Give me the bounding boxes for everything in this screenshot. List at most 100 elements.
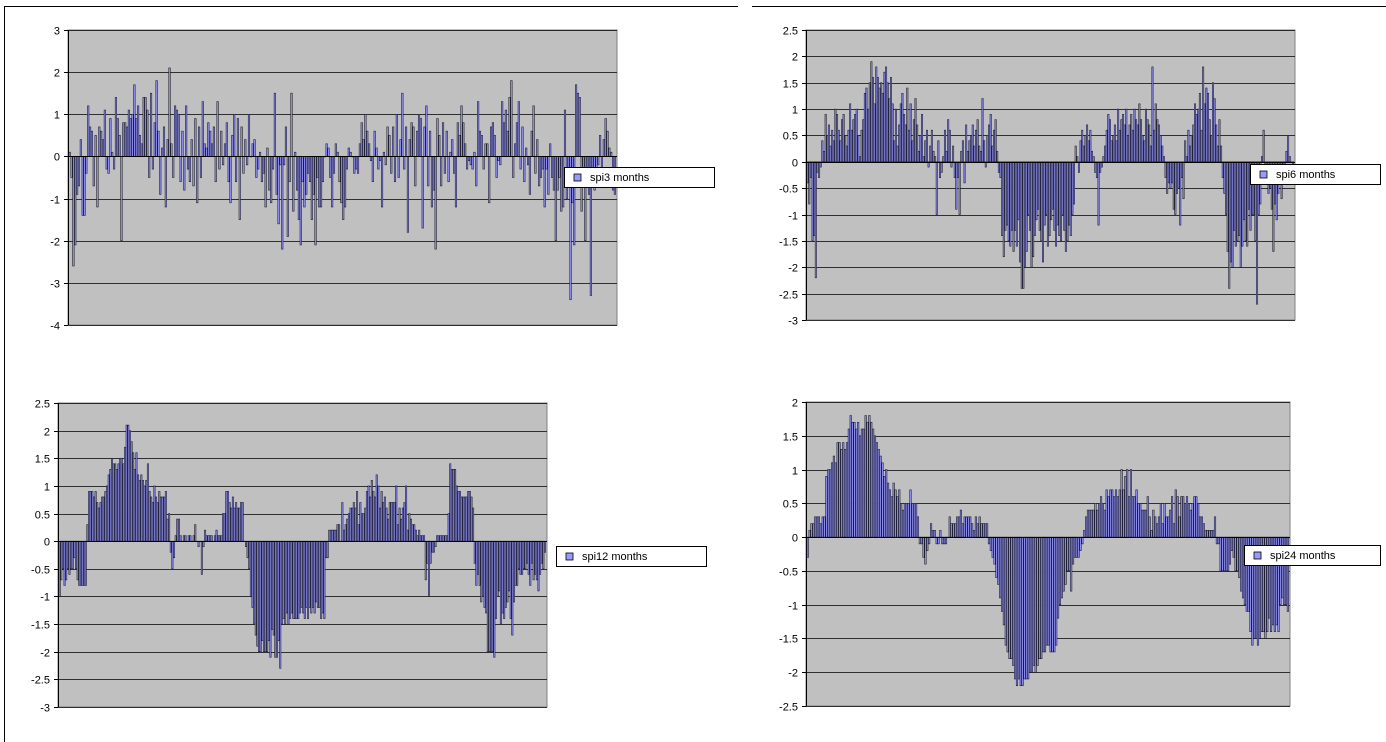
bar — [406, 156, 409, 233]
bar — [398, 507, 401, 542]
bar — [610, 151, 613, 157]
bar — [898, 489, 901, 538]
bar — [1244, 161, 1247, 242]
bar — [1257, 161, 1260, 215]
bar — [1113, 124, 1116, 163]
bar — [906, 87, 909, 163]
y-tick-label: 0.5 — [783, 131, 798, 143]
bar — [393, 156, 397, 183]
bar — [1128, 124, 1131, 163]
bar — [1029, 536, 1032, 673]
bar — [844, 448, 847, 538]
bar — [1136, 124, 1139, 163]
y-tick-label: -2 — [40, 648, 50, 660]
bar — [1238, 536, 1241, 578]
bar — [1238, 161, 1241, 236]
bar — [816, 516, 819, 538]
bar — [1149, 145, 1152, 163]
y-tick-label: 0.5 — [783, 499, 798, 511]
bar — [266, 540, 269, 653]
y-tick-label: -1.5 — [31, 620, 50, 632]
bar — [959, 509, 962, 538]
bar — [1086, 124, 1089, 163]
bar — [1000, 536, 1004, 612]
bar — [1226, 161, 1229, 252]
bar — [979, 150, 982, 163]
bar — [873, 103, 876, 163]
bar — [821, 516, 824, 538]
bar — [150, 496, 153, 542]
bar — [1010, 161, 1013, 231]
bar — [968, 140, 971, 163]
bar — [989, 536, 992, 551]
bar — [965, 124, 968, 163]
bar — [1249, 161, 1252, 231]
bar — [1194, 103, 1196, 163]
bar — [168, 513, 171, 542]
bar — [131, 113, 134, 157]
bar — [1104, 145, 1107, 163]
bar — [259, 540, 262, 653]
bar — [501, 540, 504, 614]
bar — [1184, 503, 1187, 538]
bar — [432, 540, 435, 553]
y-tick-label: 2 — [792, 52, 798, 64]
bar — [950, 161, 953, 168]
bar — [1135, 119, 1138, 163]
bar — [236, 507, 239, 542]
bar — [1146, 119, 1149, 163]
bar — [1028, 161, 1031, 231]
bar — [1247, 161, 1250, 210]
bar — [196, 156, 199, 204]
bar — [819, 523, 822, 538]
bar — [1180, 496, 1183, 538]
bar — [922, 536, 925, 558]
bar — [976, 523, 979, 538]
bar — [158, 491, 161, 542]
bar — [958, 516, 961, 538]
bar — [947, 119, 950, 163]
bar — [490, 126, 493, 157]
bar — [1064, 161, 1067, 252]
bar — [504, 540, 507, 608]
bar — [386, 126, 389, 157]
bar — [383, 496, 386, 542]
bar — [282, 540, 285, 619]
bar — [930, 129, 933, 163]
bar — [475, 156, 478, 187]
bar — [1129, 469, 1132, 538]
bar — [340, 156, 343, 204]
bar — [374, 496, 377, 542]
bar — [495, 540, 497, 619]
bar — [1203, 103, 1206, 163]
bar — [1241, 536, 1245, 599]
bar — [1219, 536, 1222, 572]
bar — [301, 156, 304, 183]
bar — [941, 536, 944, 545]
bar — [185, 105, 188, 157]
bar — [1285, 150, 1288, 163]
bar — [563, 109, 567, 157]
bar — [1198, 92, 1201, 163]
bar — [318, 156, 321, 208]
bar — [524, 540, 527, 570]
bar — [344, 524, 347, 542]
bar — [488, 540, 491, 653]
bar — [362, 139, 365, 157]
bar — [287, 540, 290, 625]
bar — [904, 124, 907, 163]
bar — [120, 457, 123, 542]
bar — [986, 135, 989, 163]
bar — [419, 535, 422, 542]
bar — [1036, 536, 1039, 666]
bar — [529, 540, 532, 586]
bar — [937, 140, 940, 163]
bar — [169, 540, 172, 553]
bar — [490, 540, 493, 653]
bar — [1060, 536, 1063, 599]
bar — [190, 139, 193, 157]
bar — [924, 140, 927, 163]
bar — [935, 161, 938, 215]
bar — [503, 540, 506, 619]
bar — [1099, 161, 1102, 173]
